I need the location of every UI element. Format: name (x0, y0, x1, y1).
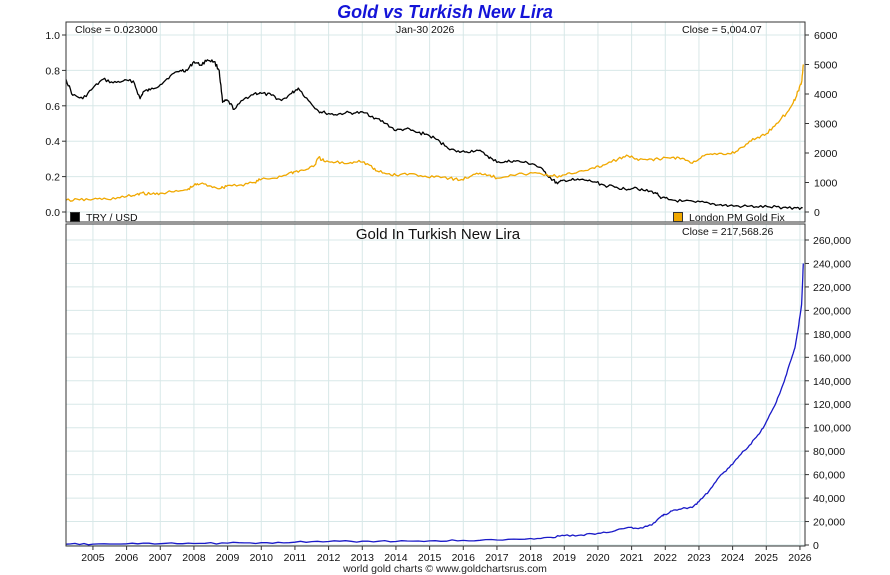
right-tick-label-2: 2000 (814, 148, 838, 160)
gold-usd-close-label: Close = 5,004.07 (682, 24, 762, 36)
x-tick-label-2012: 2012 (317, 552, 341, 564)
x-tick-label-2026: 2026 (788, 552, 812, 564)
x-tick-label-2024: 2024 (721, 552, 745, 564)
x-axis: 2005 2006 2007 2008 2009 2010 2011 2012 2013 2014… (81, 546, 812, 564)
top-panel-frame (65, 21, 806, 223)
x-tick-label-2010: 2010 (250, 552, 274, 564)
x-tick-label-2016: 2016 (452, 552, 476, 564)
legend-gold-fix: London PM Gold Fix (673, 212, 785, 224)
series-line-try-usd (65, 59, 803, 210)
bottom-panel-title: Gold In Turkish New Lira (355, 226, 521, 243)
x-tick-label-2019: 2019 (553, 552, 577, 564)
x-tick-label-2013: 2013 (351, 552, 375, 564)
bottom-right-tick-label-3: 60,000 (813, 470, 845, 482)
date-label: Jan-30 2026 (396, 24, 455, 36)
left-tick-label-0: 0.0 (45, 207, 60, 219)
right-tick-label-1: 1000 (814, 178, 838, 190)
x-tick-label-2023: 2023 (687, 552, 711, 564)
bottom-right-tick-label-0: 0 (813, 540, 819, 552)
left-tick-label-2: 0.4 (45, 136, 60, 148)
x-tick-label-2015: 2015 (418, 552, 442, 564)
left-tick-label-3: 0.6 (45, 101, 60, 113)
x-tick-label-2020: 2020 (586, 552, 610, 564)
bottom-right-tick-label-4: 80,000 (813, 446, 845, 458)
legend-label-try-usd: TRY / USD (86, 212, 138, 224)
x-tick-label-2006: 2006 (115, 552, 139, 564)
x-tick-label-2017: 2017 (485, 552, 509, 564)
legend-label-gold-fix: London PM Gold Fix (689, 212, 785, 224)
bottom-right-tick-label-7: 140,000 (813, 376, 851, 388)
legend-swatch-try-usd (70, 212, 80, 222)
bottom-right-tick-label-10: 200,000 (813, 305, 851, 317)
x-tick-label-2009: 2009 (216, 552, 240, 564)
bottom-right-tick-label-5: 100,000 (813, 423, 851, 435)
gold-try-close-label: Close = 217,568.26 (682, 226, 774, 238)
x-tick-label-2022: 2022 (654, 552, 678, 564)
bottom-panel-grid (66, 224, 805, 546)
x-tick-label-2025: 2025 (755, 552, 779, 564)
x-tick-label-2005: 2005 (81, 552, 105, 564)
legend-swatch-gold-fix (673, 212, 683, 222)
left-tick-label-5: 1.0 (45, 30, 60, 42)
series-line-gold-fix (65, 64, 804, 202)
right-tick-label-4: 4000 (814, 89, 838, 101)
legend-try-usd: TRY / USD (70, 212, 138, 224)
x-tick-label-2021: 2021 (620, 552, 644, 564)
x-tick-label-2014: 2014 (384, 552, 408, 564)
bottom-panel-frame (65, 223, 806, 547)
bottom-right-tick-label-6: 120,000 (813, 399, 851, 411)
top-panel-grid (66, 22, 805, 222)
right-tick-label-5: 5000 (814, 60, 838, 72)
bottom-right-axis: 0 20,000 40,000 60,000 80,000 100,000 120,000 1… (805, 235, 851, 552)
left-tick-label-1: 0.2 (45, 172, 60, 184)
right-tick-label-0: 0 (814, 207, 820, 219)
bottom-right-tick-label-1: 20,000 (813, 517, 845, 529)
bottom-right-tick-label-12: 240,000 (813, 258, 851, 270)
x-tick-label-2008: 2008 (182, 552, 206, 564)
bottom-right-tick-label-2: 40,000 (813, 493, 845, 505)
try-usd-close-label: Close = 0.023000 (75, 24, 158, 36)
bottom-right-tick-label-13: 260,000 (813, 235, 851, 247)
top-right-axis: 0 1000 2000 3000 4000 5000 6000 (805, 30, 838, 219)
top-panel-series (65, 59, 804, 210)
bottom-right-tick-label-9: 180,000 (813, 329, 851, 341)
bottom-right-tick-label-11: 220,000 (813, 282, 851, 294)
x-tick-label-2018: 2018 (519, 552, 543, 564)
right-tick-label-3: 3000 (814, 119, 838, 131)
series-line-gold-try (65, 263, 804, 546)
chart-title: Gold vs Turkish New Lira (337, 2, 553, 22)
top-left-axis: 0.0 0.2 0.4 0.6 0.8 1.0 (45, 30, 66, 219)
bottom-panel-series (65, 263, 804, 546)
right-tick-label-6: 6000 (814, 30, 838, 42)
credit-line: world gold charts © www.goldchartsrus.co… (343, 563, 547, 575)
x-tick-label-2011: 2011 (284, 552, 307, 564)
x-tick-label-2007: 2007 (149, 552, 173, 564)
bottom-right-tick-label-8: 160,000 (813, 352, 851, 364)
left-tick-label-4: 0.8 (45, 65, 60, 77)
